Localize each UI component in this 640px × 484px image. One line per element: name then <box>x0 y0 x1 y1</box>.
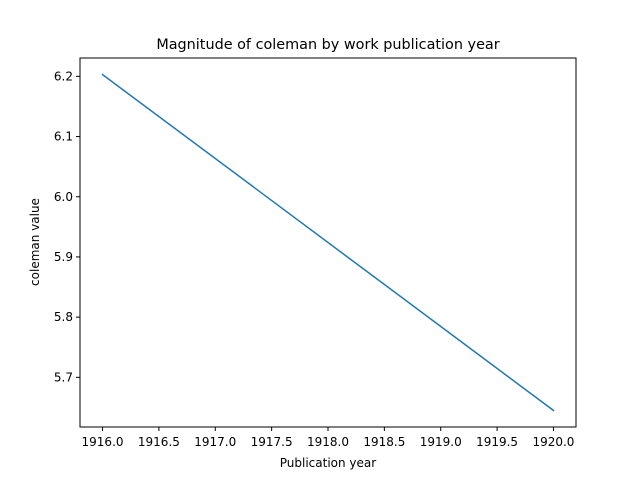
y-axis-ticks: 5.7 5.8 5.9 6.0 6.1 6.2 <box>54 69 80 384</box>
y-tick-label: 5.7 <box>54 370 73 384</box>
y-tick-label: 6.1 <box>54 130 73 144</box>
plot-area-frame <box>79 57 577 428</box>
x-tick-label: 1916.0 <box>82 435 124 449</box>
x-tick-label: 1919.0 <box>420 435 462 449</box>
y-tick-label: 6.2 <box>54 69 73 83</box>
x-axis-ticks: 1916.0 1916.5 1917.0 1917.5 1918.0 1918.5 1919… <box>82 427 574 449</box>
y-tick-label: 6.0 <box>54 190 73 204</box>
x-tick-label: 1919.5 <box>476 435 518 449</box>
series-line <box>101 73 555 412</box>
y-tick-label: 5.8 <box>54 310 73 324</box>
x-tick-label: 1916.5 <box>138 435 180 449</box>
x-tick-label: 1917.0 <box>194 435 236 449</box>
x-tick-label: 1917.5 <box>251 435 293 449</box>
y-tick-label: 5.9 <box>54 250 73 264</box>
chart-title: Magnitude of coleman by work publication… <box>156 37 499 53</box>
y-axis-title: coleman value <box>28 198 42 286</box>
x-axis-title: Publication year <box>280 456 377 470</box>
series-layer <box>101 73 555 412</box>
x-tick-label: 1918.0 <box>307 435 349 449</box>
x-tick-label: 1920.0 <box>532 435 574 449</box>
x-tick-label: 1918.5 <box>363 435 405 449</box>
